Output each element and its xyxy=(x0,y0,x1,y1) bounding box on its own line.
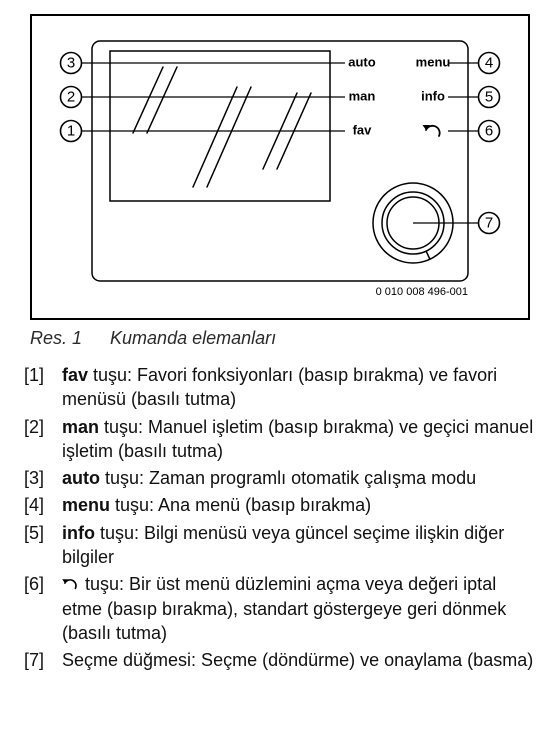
legend-text: info tuşu: Bilgi menüsü veya güncel seçi… xyxy=(62,521,536,570)
figure-caption: Res. 1 Kumanda elemanları xyxy=(30,328,530,349)
svg-text:auto: auto xyxy=(348,54,376,69)
svg-text:3: 3 xyxy=(67,55,75,72)
svg-text:man: man xyxy=(349,88,376,103)
legend-text: tuşu: Bir üst menü düzlemini açma veya d… xyxy=(62,572,536,645)
figure-diagram: auto man fav menu info 0 010 008 496-001 3 2 1 4 5… xyxy=(55,31,505,303)
legend-item: [1]fav tuşu: Favori fonksiyonları (basıp… xyxy=(24,363,536,412)
svg-text:1: 1 xyxy=(67,123,75,140)
svg-text:info: info xyxy=(421,88,445,103)
legend-number: [3] xyxy=(24,466,62,490)
svg-text:menu: menu xyxy=(416,54,451,69)
svg-text:6: 6 xyxy=(485,123,493,140)
caption-label: Res. 1 xyxy=(30,328,82,348)
legend-item: [6] tuşu: Bir üst menü düzlemini açma ve… xyxy=(24,572,536,645)
legend-item: [2]man tuşu: Manuel işletim (basıp bırak… xyxy=(24,415,536,464)
caption-text: Kumanda elemanları xyxy=(110,328,276,348)
svg-text:0 010 008 496-001: 0 010 008 496-001 xyxy=(376,286,468,298)
legend-number: [6] xyxy=(24,572,62,596)
svg-text:fav: fav xyxy=(353,122,373,137)
legend-text: auto tuşu: Zaman programlı otomatik çalı… xyxy=(62,466,536,490)
svg-text:4: 4 xyxy=(485,55,493,72)
legend-text: Seçme düğmesi: Seçme (döndürme) ve onayl… xyxy=(62,648,536,672)
legend-number: [7] xyxy=(24,648,62,672)
legend-text: menu tuşu: Ana menü (basıp bırakma) xyxy=(62,493,536,517)
legend-number: [1] xyxy=(24,363,62,387)
legend-item: [7]Seçme düğmesi: Seçme (döndürme) ve on… xyxy=(24,648,536,672)
legend-number: [2] xyxy=(24,415,62,439)
svg-text:7: 7 xyxy=(485,215,493,232)
legend-number: [4] xyxy=(24,493,62,517)
legend-text: man tuşu: Manuel işletim (basıp bırakma)… xyxy=(62,415,536,464)
legend-item: [5]info tuşu: Bilgi menüsü veya güncel s… xyxy=(24,521,536,570)
legend-number: [5] xyxy=(24,521,62,545)
legend-item: [4]menu tuşu: Ana menü (basıp bırakma) xyxy=(24,493,536,517)
legend: [1]fav tuşu: Favori fonksiyonları (basıp… xyxy=(24,363,536,673)
back-arrow-icon xyxy=(62,577,80,591)
legend-text: fav tuşu: Favori fonksiyonları (basıp bı… xyxy=(62,363,536,412)
legend-item: [3]auto tuşu: Zaman programlı otomatik ç… xyxy=(24,466,536,490)
svg-text:2: 2 xyxy=(67,89,75,106)
svg-text:5: 5 xyxy=(485,89,493,106)
figure-frame: auto man fav menu info 0 010 008 496-001 3 2 1 4 5… xyxy=(30,14,530,320)
